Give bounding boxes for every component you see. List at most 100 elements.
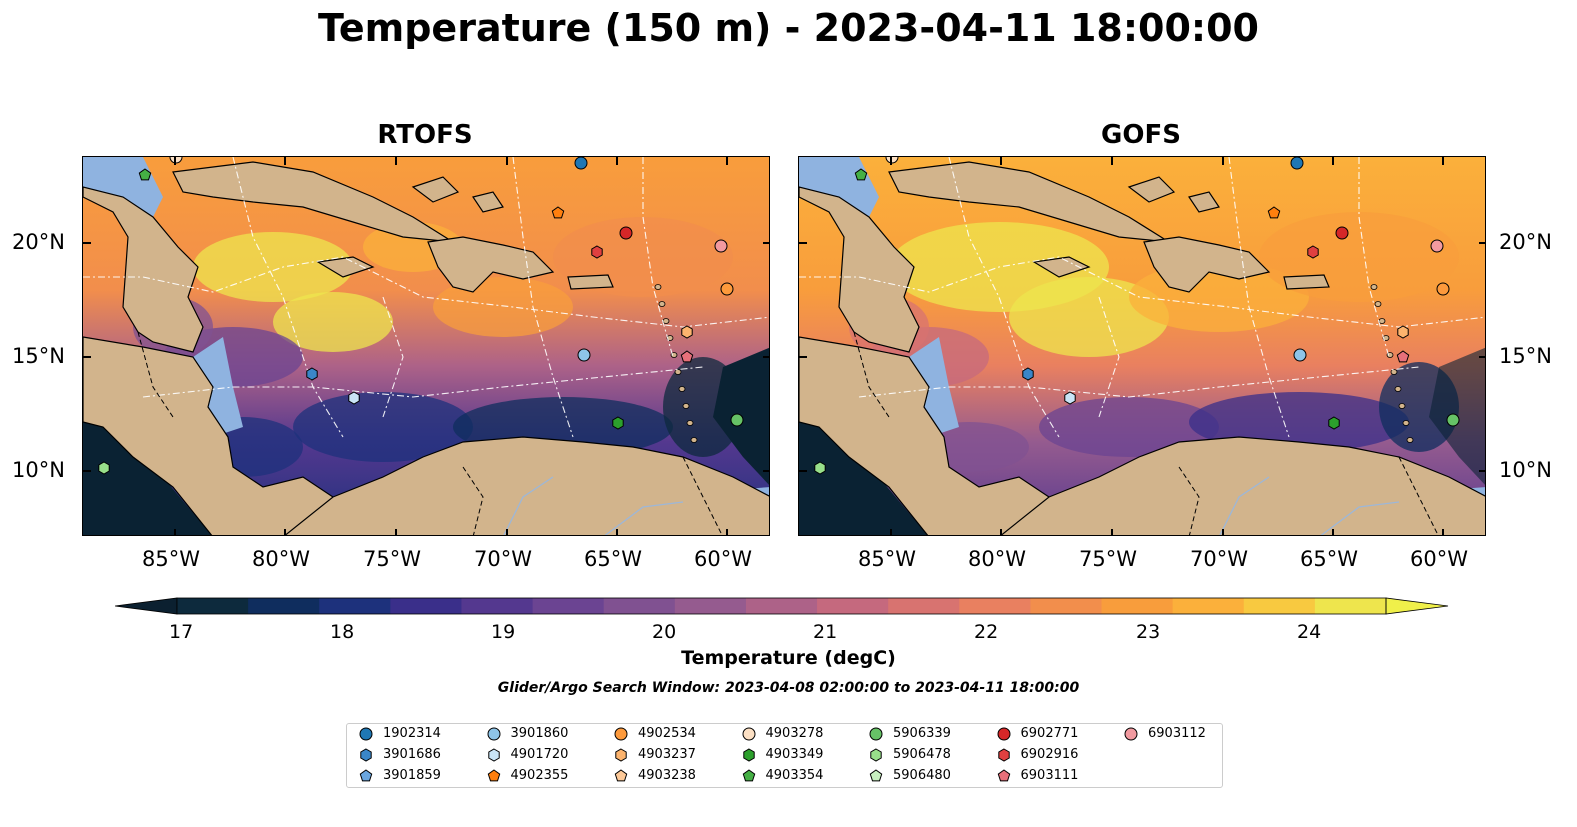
lesser-antilles-island [686,420,694,426]
legend-item: 5906339 [869,726,951,741]
legend-marker [869,727,883,740]
colorbar-segment [959,598,1031,614]
colorbar-tick: 23 [1136,621,1161,643]
legend-marker-icon [997,768,1010,781]
legend-label: 3901860 [510,726,569,741]
legend-label: 6902771 [1020,726,1079,741]
legend-label: 6903112 [1148,726,1206,741]
legend-item: 4902534 [614,726,696,741]
gofs-map [798,156,1486,536]
south-america-land [1000,436,1485,535]
legend-item: 4901720 [487,747,568,762]
lesser-antilles-island [1402,420,1410,426]
float-marker-4901720 [1064,391,1076,405]
float-marker-3901686 [306,367,318,381]
legend-item: 4903354 [742,768,823,783]
float-marker-4903354 [138,168,152,181]
lesser-antilles-island [1374,301,1382,307]
lesser-antilles-island [1390,369,1398,375]
legend-marker [487,768,500,781]
float-marker-4903237 [1397,325,1409,339]
colorbar-segment [603,598,676,614]
legend-marker-icon [1124,727,1138,740]
colorbar-tick: 22 [974,621,999,643]
float-marker-6902771 [1335,226,1349,240]
float-marker-6903111 [680,350,694,363]
legend-marker-icon [487,768,500,781]
bahamas-land [1127,176,1220,213]
jamaica-land [316,256,375,278]
legend-marker [614,727,628,740]
search-window-text: Glider/Argo Search Window: 2023-04-08 02… [497,680,1080,696]
map-canvas [799,157,1485,535]
temperature-patch [293,392,473,462]
float-marker-5906339 [730,413,744,427]
lesser-antilles-island [1406,437,1414,443]
legend-marker [360,747,372,762]
lesser-antilles-island [1394,386,1402,392]
float-legend: 1902314 3901686 3901859 3901860 4901720 49023… [346,723,1223,788]
float-marker-6903112 [1430,239,1444,253]
pacific-region [799,407,928,535]
colorbar-tick: 24 [1297,621,1322,643]
float-marker-6902916 [591,245,603,259]
legend-item: 3901859 [359,768,441,783]
country-border [1398,456,1439,535]
lesser-antilles-island [1398,403,1406,409]
legend-marker [997,747,1010,762]
float-marker-3901860 [1293,348,1307,362]
river [1219,476,1270,535]
legend-label: 4902355 [510,768,569,783]
legend-marker [359,768,373,781]
lat-tick-right: 15°N [1499,344,1552,368]
river [604,501,684,535]
legend-label: 5906478 [893,747,951,762]
lesser-antilles-island [674,369,682,375]
colorbar-segment [532,598,605,614]
legend-marker-icon [614,768,628,781]
colorbar-segment [817,598,889,614]
lat-tick-left: 20°N [12,230,65,254]
eez-boundary [142,366,704,398]
float-marker-4901720 [348,391,360,405]
legend-marker [359,727,373,740]
cuba-land [172,161,454,243]
colorbar-tick: 21 [813,621,838,643]
colorbar-under-arrow [115,597,178,615]
puerto-rico-land [1283,274,1330,290]
lon-tick-left: 85°W [142,547,200,571]
legend-item: 3901860 [487,726,569,741]
lon-tick-left: 70°W [474,547,532,571]
country-border [462,466,484,535]
legend-label: 1902314 [383,726,441,741]
colorbar-tick: 18 [330,621,355,643]
lesser-antilles-island [678,386,686,392]
country-border [137,331,174,418]
lat-tick-left: 15°N [12,344,65,368]
legend-label: 4903238 [638,768,696,783]
lat-tick-left: 10°N [12,458,65,482]
temperature-patch [1039,397,1219,457]
float-marker-5906478 [814,461,826,475]
legend-item: 4903278 [742,726,823,741]
lon-tick-left: 60°W [694,547,752,571]
eez-boundary [382,296,404,418]
float-marker-4902534 [1436,282,1450,296]
colorbar-segment [1030,598,1103,614]
legend-marker-icon [487,747,500,762]
lesser-antilles-island [1378,318,1386,324]
colorbar-tick: 19 [491,621,516,643]
eez-boundary [858,366,1420,398]
eez-boundary [1098,296,1120,418]
country-border [1178,466,1200,535]
legend-marker [869,768,883,781]
float-marker-4902534 [720,282,734,296]
colorbar-over-arrow [1385,597,1449,615]
legend-marker [742,768,755,781]
float-marker-6903112 [714,239,728,253]
legend-label: 4902534 [638,726,696,741]
float-marker-6902771 [619,226,633,240]
colorbar-segment [1172,598,1245,614]
colorbar-segment [390,598,462,614]
legend-marker [615,747,627,762]
